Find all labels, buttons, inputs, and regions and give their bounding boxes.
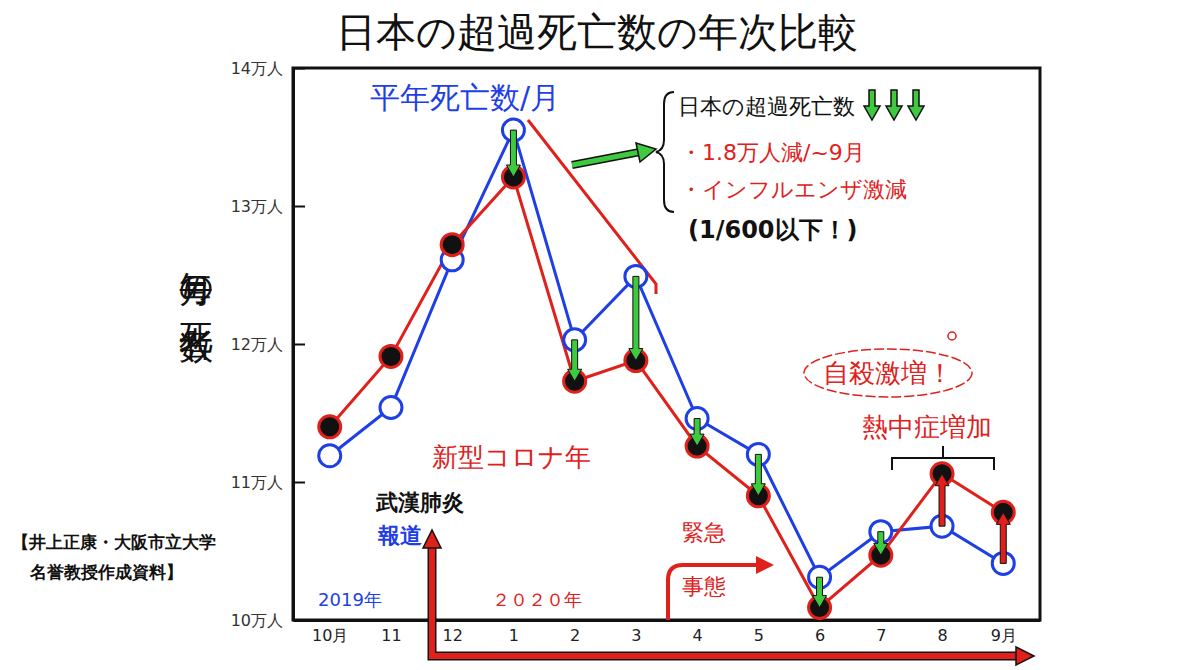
x-tick: 7 [876, 620, 886, 645]
annotation: 自殺激増！ [823, 358, 953, 388]
y-tick-label: 10万人 [231, 611, 283, 630]
x-tick-label: 10月 [312, 626, 348, 645]
x-tick: 2 [570, 620, 580, 645]
x-tick: 6 [815, 620, 825, 645]
annotation: 熱中症増加 [862, 412, 992, 442]
y-axis-title: 毎月の死者数 [176, 245, 216, 364]
y-tick-mark [293, 206, 305, 208]
x-tick-label: 9月 [991, 626, 1017, 645]
x-tick-label: 1 [509, 626, 519, 645]
y-tick-label: 12万人 [231, 335, 283, 354]
y-tick-label: 14万人 [231, 59, 283, 78]
x-tick: 10月 [312, 620, 348, 645]
annotation: 2019年 [318, 589, 382, 610]
small-down-arrow [908, 90, 924, 120]
change-arrow [506, 130, 520, 177]
change-arrow [874, 532, 888, 555]
x-tick-label: 4 [693, 626, 703, 645]
annotation: 報道 [377, 523, 422, 548]
title: 日本の超過死亡数の年次比較 [336, 9, 858, 55]
series-point [441, 234, 463, 256]
emergency-arrow [668, 565, 758, 620]
annotation: ・インフルエンザ激減 [680, 177, 907, 202]
chart: 日本の超過死亡数の年次比較毎月の死者数 10万人 11万人 12万人 13万人 14万人 1… [0, 0, 1194, 670]
x-tick-label: 12 [443, 626, 463, 645]
y-tick-label: 11万人 [231, 473, 283, 492]
small-down-arrow [886, 90, 902, 120]
x-tick-label: 6 [815, 626, 825, 645]
x-tick-label: 5 [754, 626, 764, 645]
decorations [423, 90, 1034, 665]
y-tick-mark [293, 344, 305, 346]
change-arrow [690, 419, 704, 447]
x-tick: 11 [381, 620, 401, 645]
small-down-arrow [864, 90, 880, 120]
x-tick-label: 11 [381, 626, 401, 645]
change-arrow [568, 340, 582, 381]
plot-frame [293, 68, 1040, 620]
emergency-arrow-head [756, 556, 774, 574]
x-tick: 8 [937, 620, 947, 645]
thought-dot [948, 332, 956, 340]
pointer-shaft [572, 152, 640, 165]
series-point [380, 345, 402, 367]
annotation: 緊急 [682, 520, 726, 545]
annotation: (1/600以下！) [688, 216, 858, 244]
annotation: 名誉教授作成資料】 [29, 562, 183, 582]
plot-area [319, 119, 1015, 618]
x-tick-label: 3 [631, 626, 641, 645]
report-arrow-head-right [1016, 647, 1034, 665]
pointer-shaft-fill [572, 152, 640, 165]
x-tick-label: 7 [876, 626, 886, 645]
bracket-line [528, 120, 656, 294]
change-arrow [996, 512, 1010, 563]
y-tick-mark [293, 482, 305, 484]
x-tick: 9月 [991, 620, 1017, 645]
series-label: 新型コロナ年 [432, 442, 591, 472]
annotation: ・1.8万人減/~9月 [680, 140, 865, 165]
annotation: 【井上正康・大阪市立大学 [12, 532, 216, 552]
thought-cloud [804, 349, 972, 397]
series-point [319, 416, 341, 438]
annotation: 日本の超過死亡数 [678, 94, 855, 119]
annotation: 武漢肺炎 [375, 490, 464, 515]
brace [656, 92, 674, 212]
series-label: 平年死亡数/月 [370, 80, 560, 115]
x-tick: 12 [443, 620, 463, 645]
report-arrow-head-up [423, 530, 441, 548]
y-tick-label: 13万人 [231, 197, 283, 216]
report-arrow-outline [432, 546, 1018, 656]
x-tick-label: 8 [937, 626, 947, 645]
series-point [319, 445, 341, 467]
x-tick: 4 [693, 620, 703, 645]
x-tick: 5 [754, 620, 764, 645]
change-arrow [935, 474, 949, 526]
change-arrow [629, 276, 643, 360]
series-line [330, 177, 1004, 608]
x-tick: 1 [509, 620, 519, 645]
change-arrow [813, 577, 827, 607]
change-arrow [751, 454, 765, 495]
x-tick-label: 2 [570, 626, 580, 645]
x-axis: 10月1112123456789月 [294, 620, 1041, 645]
annotation: 事態 [682, 574, 726, 599]
x-tick: 3 [631, 620, 641, 645]
series-line [330, 130, 1004, 577]
series-point [380, 396, 402, 418]
annotation: ２０２０年 [492, 589, 582, 610]
report-arrow [432, 546, 1018, 656]
pointer-head [636, 143, 656, 162]
